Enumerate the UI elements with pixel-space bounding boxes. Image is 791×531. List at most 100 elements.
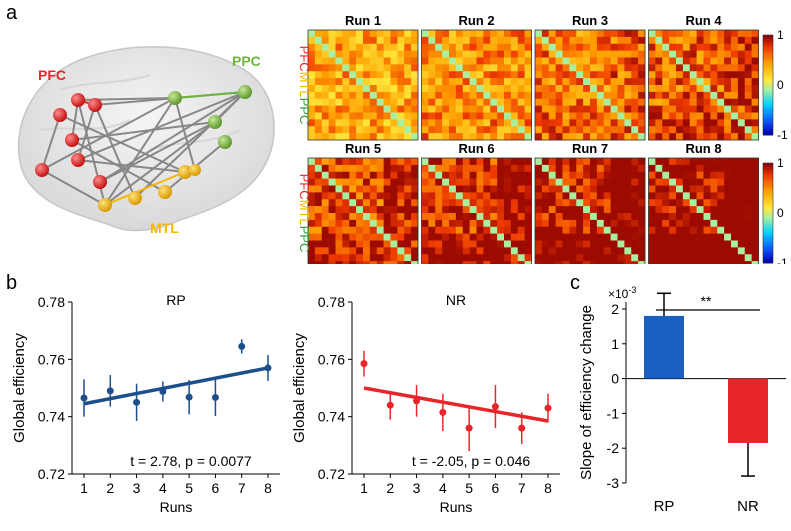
matrix-axis-label-mtl: MTL: [297, 200, 312, 226]
matrix-title: Run 1: [345, 13, 381, 28]
bar-rp: [644, 315, 684, 379]
x-tick-label: 7: [518, 480, 526, 496]
data-point: [80, 394, 88, 402]
y-scale-exponent: -3: [628, 285, 636, 295]
x-tick-label: 6: [212, 480, 220, 496]
matrix-run-7: Run 7: [534, 141, 646, 264]
ppc-nodes: [168, 85, 252, 149]
y-tick-label: 0.72: [38, 466, 65, 482]
data-point: [413, 397, 421, 405]
data-point: [491, 403, 499, 411]
brain-network-figure: PFC PPC MTL: [17, 45, 275, 236]
data-point: [544, 404, 552, 412]
x-tick-label: 7: [238, 480, 246, 496]
y-axis-label: Slope of efficiency change: [578, 305, 595, 480]
brain-outline: [17, 45, 275, 232]
x-axis-label: Runs: [160, 499, 193, 515]
region-label-mtl: MTL: [150, 220, 179, 236]
svg-text:PFCMTLPPC: PFCMTLPPC: [297, 46, 312, 125]
chart-title: RP: [166, 292, 185, 308]
matrix-axis-label-pfc: PFC: [297, 174, 312, 200]
matrix-title: Run 7: [572, 141, 608, 156]
stats-annotation: t = -2.05, p = 0.046: [412, 453, 531, 469]
data-point: [465, 424, 473, 432]
y-tick-label: 0.78: [38, 294, 65, 310]
data-point: [264, 364, 272, 372]
y-tick-label: 0: [611, 371, 619, 387]
x-tick-label: 4: [159, 480, 167, 496]
region-label-ppc: PPC: [232, 53, 261, 69]
x-tick-label: 5: [185, 480, 193, 496]
matrix-run-4: Run 4: [648, 13, 759, 141]
fit-line: [363, 386, 549, 423]
matrix-title: Run 4: [685, 13, 722, 28]
matrix-run-8: Run 8: [648, 141, 759, 264]
y-tick-label: 0.78: [318, 294, 345, 310]
stats-annotation: t = 2.78, p = 0.0077: [130, 453, 252, 469]
y-tick-label: 2: [611, 301, 619, 317]
data-point: [518, 424, 526, 432]
panel-letter-a: a: [6, 2, 18, 24]
matrix-run-6: Run 6: [421, 141, 532, 264]
matrix-axis-label-ppc: PPC: [297, 226, 312, 253]
x-tick-label: 3: [133, 480, 141, 496]
significance-marker: **: [701, 293, 712, 309]
matrix-axis-label-pfc: PFC: [297, 46, 312, 72]
x-tick-label: 6: [492, 480, 500, 496]
bar-nr: [728, 378, 768, 443]
panel-letter-b: b: [6, 272, 18, 294]
x-tick-label: 5: [465, 480, 473, 496]
y-axis-label: Global efficiency: [291, 333, 308, 443]
matrix-run-2: Run 2: [421, 13, 532, 141]
matrix-run-1: Run 1: [307, 13, 419, 141]
matrix-axis-labels-row-2: PFCMTLPPC: [297, 174, 312, 253]
x-tick-label: 2: [386, 480, 394, 496]
colorbar-tick: -1: [777, 128, 788, 142]
pfc-nodes: [35, 93, 107, 189]
data-point: [238, 342, 246, 350]
colorbar-tick: 0: [777, 206, 784, 220]
matrix-title: Run 8: [685, 141, 721, 156]
y-tick-label: -2: [607, 440, 620, 456]
matrix-axis-label-ppc: PPC: [297, 98, 312, 125]
x-tick-label: 1: [360, 480, 368, 496]
matrix-axis-labels-row-1: PFCMTLPPC: [297, 46, 312, 125]
x-tick-label: 2: [106, 480, 114, 496]
colorbar-2: 1 0 -1: [762, 156, 788, 264]
x-tick-label: 3: [413, 480, 421, 496]
y-tick-label: 0.76: [318, 351, 345, 367]
y-tick-label: 0.74: [318, 409, 345, 425]
y-scale-label: ×10-3: [608, 285, 636, 301]
colorbar-1: 1 0 -1: [762, 28, 788, 142]
colorbar-tick: 1: [777, 156, 784, 170]
data-point: [133, 398, 141, 406]
colorbar-tick: 0: [777, 78, 784, 92]
x-tick-label: 1: [80, 480, 88, 496]
chart-title: NR: [446, 292, 466, 308]
region-label-pfc: PFC: [38, 67, 66, 83]
svg-text:PFCMTLPPC: PFCMTLPPC: [297, 174, 312, 253]
data-point: [211, 393, 219, 401]
rp-efficiency-chart: RP 0.72 0.74 0.76 0.78 1 2 3 4 5 6 7 8 Runs Global eff…: [11, 292, 280, 515]
mtl-nodes: [98, 164, 201, 212]
matrix-title: Run 5: [345, 141, 381, 156]
data-point: [360, 360, 368, 368]
colorbar-tick: 1: [777, 28, 784, 42]
data-point: [159, 387, 167, 395]
matrix-title: Run 6: [458, 141, 494, 156]
x-tick-label: 8: [544, 480, 552, 496]
x-tick-label: 8: [264, 480, 272, 496]
matrix-title: Run 3: [572, 13, 608, 28]
network-edges: [41, 91, 246, 206]
category-label: RP: [654, 498, 675, 515]
nr-efficiency-chart: NR 0.72 0.74 0.76 0.78 1 2 3 4 5 6 7 8 Runs Global eff…: [291, 292, 560, 515]
category-label: NR: [737, 498, 759, 515]
connectivity-matrices: Run 1 Run 2 Run 3 Run 4 Run 5 Run 6 Run 7 Run 8…: [297, 13, 788, 264]
y-tick-label: 0.72: [318, 466, 345, 482]
data-point: [439, 408, 447, 416]
y-tick-label: -3: [607, 475, 620, 491]
y-tick-label: 1: [611, 336, 619, 352]
matrix-run-5: Run 5: [307, 141, 419, 264]
data-point: [185, 393, 193, 401]
matrix-title: Run 2: [458, 13, 494, 28]
